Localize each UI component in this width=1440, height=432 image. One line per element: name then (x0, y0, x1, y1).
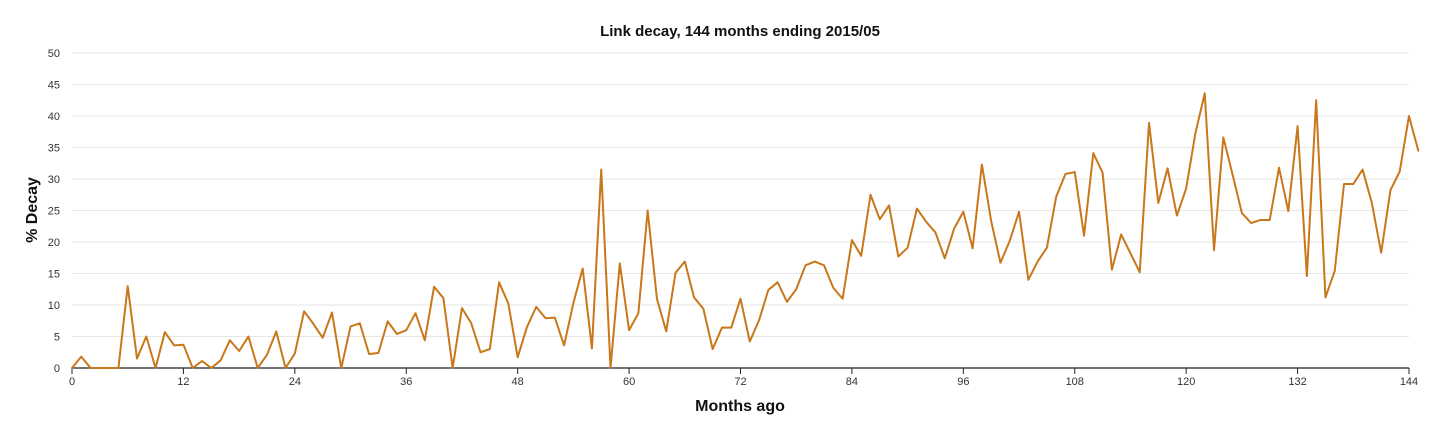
y-tick-label: 5 (54, 332, 60, 344)
y-tick-label: 20 (48, 237, 60, 249)
y-tick-label: 45 (48, 80, 60, 92)
series-layer (71, 92, 1420, 369)
y-axis-label: % Decay (24, 177, 41, 243)
x-tick-label: 132 (1288, 376, 1306, 388)
y-tick-label: 25 (48, 206, 60, 218)
x-axis-label: Months ago (695, 398, 785, 415)
x-tick-label: 60 (623, 376, 635, 388)
x-tick-label: 84 (846, 376, 858, 388)
x-tick-label: 24 (289, 376, 301, 388)
y-tick-label: 35 (48, 143, 60, 155)
y-tick-label: 10 (48, 300, 60, 312)
x-tick-label: 12 (177, 376, 189, 388)
grid-lines (72, 52, 1409, 337)
y-tick-label: 30 (48, 174, 60, 186)
x-tick-label: 36 (400, 376, 412, 388)
x-tick-label: 72 (734, 376, 746, 388)
x-tick-label: 48 (512, 376, 524, 388)
x-tick-label: 108 (1066, 376, 1084, 388)
x-tick-label: 0 (69, 376, 75, 388)
x-tick-label: 120 (1177, 376, 1195, 388)
x-tick-label: 144 (1400, 376, 1418, 388)
y-tick-label: 40 (48, 111, 60, 123)
x-tick-label: 96 (957, 376, 969, 388)
series-line (71, 92, 1420, 369)
y-tick-label: 50 (48, 48, 60, 60)
y-tick-label: 0 (54, 363, 60, 375)
chart-title: Link decay, 144 months ending 2015/05 (600, 23, 880, 40)
axes: 0 5 10 15 20 25 30 35 40 45 50 0 12 24 36 48 60 72 84 96 108… (48, 48, 1418, 388)
y-tick-label: 15 (48, 269, 60, 281)
